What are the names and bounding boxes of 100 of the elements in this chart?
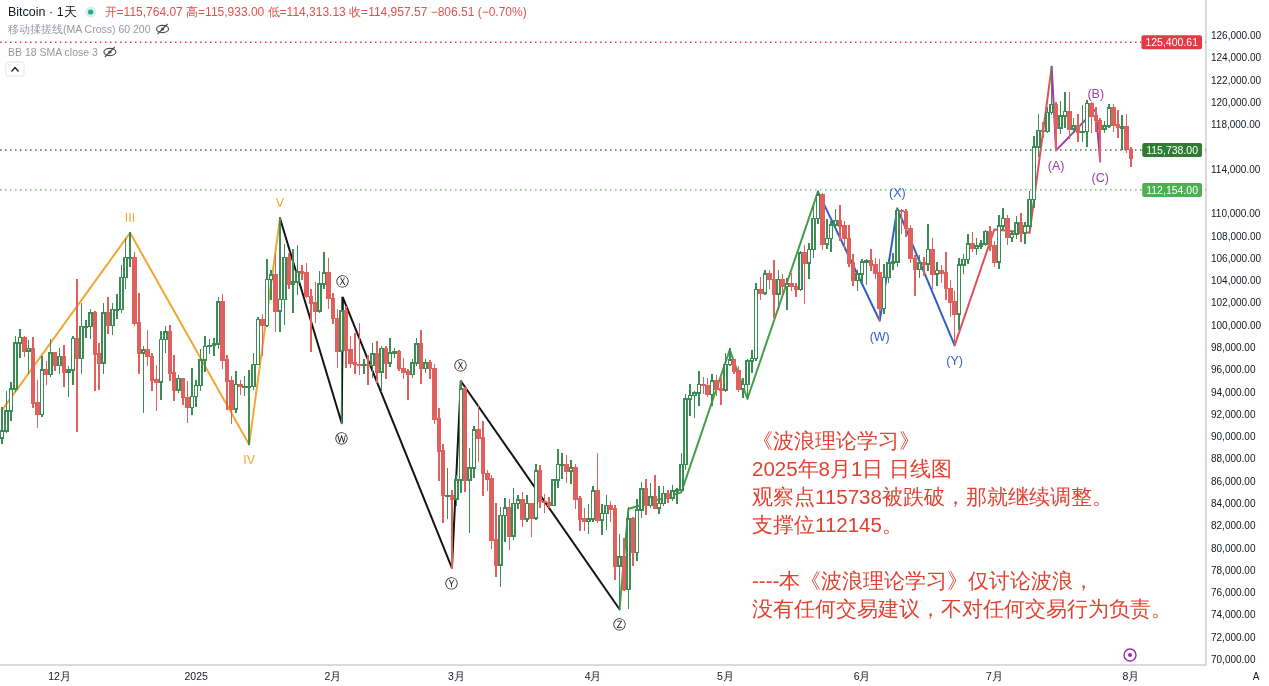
y-tick-label: 90,000.00 [1211, 431, 1256, 443]
x-tick-label: 2025 [184, 670, 209, 682]
candlestick [643, 479, 649, 516]
candlestick [956, 257, 962, 331]
candlestick [1075, 113, 1081, 143]
candlestick [79, 303, 84, 374]
candlestick [1084, 99, 1090, 147]
annotation: (A) [1047, 159, 1065, 174]
y-tick-label: 74,000.00 [1211, 609, 1256, 621]
candlestick [1089, 101, 1094, 134]
y-tick-label: 100,000.00 [1211, 319, 1262, 331]
y-tick-label: 120,000.00 [1211, 96, 1262, 108]
candlestick [101, 303, 106, 374]
y-tick-label: 122,000.00 [1211, 74, 1262, 86]
annotation: 观察点115738被跌破，那就继续调整。 [752, 485, 1113, 508]
annotation: Ⓦ [335, 432, 349, 447]
annotation: ----本《波浪理论学习》仅讨论波浪， [752, 569, 1095, 592]
candlestick [877, 258, 882, 322]
y-tick-label: 114,000.00 [1211, 163, 1261, 175]
x-tick-label: 5月 [716, 670, 734, 682]
candlestick [374, 341, 380, 383]
candlestick [612, 504, 618, 580]
x-tick-label: 2月 [324, 670, 342, 682]
candlestick [802, 245, 807, 304]
candlestick [57, 347, 62, 374]
candlestick [1067, 91, 1072, 139]
candlestick [917, 255, 922, 279]
x-tick-label: 6月 [853, 670, 871, 682]
annotation: 移动揉搓线(MA Cross) 60 200 [8, 23, 151, 35]
annotation: Ⓧ [454, 358, 468, 373]
y-tick-label: 98,000.00 [1211, 342, 1256, 354]
candlestick [511, 488, 516, 540]
ref-line-label: 112,154.00 [1146, 183, 1199, 196]
y-tick-label: 86,000.00 [1211, 475, 1256, 487]
candlestick [925, 224, 931, 272]
candlestick [449, 490, 455, 569]
ref-line-label: 115,738.00 [1146, 143, 1199, 156]
candlestick [533, 463, 539, 520]
candlestick [974, 237, 979, 255]
candlestick [44, 361, 49, 386]
candlestick [1040, 121, 1046, 138]
candlestick [709, 373, 715, 407]
annotation: Ⓩ [613, 618, 627, 633]
candlestick [189, 367, 195, 416]
candlestick [820, 193, 825, 251]
candlestick [264, 258, 270, 328]
y-tick-label: 78,000.00 [1211, 564, 1256, 576]
candlestick [22, 335, 27, 358]
candlestick [423, 359, 428, 373]
annotation: 支撑位112145。 [752, 513, 903, 536]
annotation: V [275, 196, 285, 211]
candlestick [365, 354, 371, 386]
candlestick [705, 377, 710, 398]
candlestick [286, 253, 292, 290]
y-tick-label: 102,000.00 [1211, 297, 1262, 309]
line-series [279, 217, 621, 611]
candlestick [568, 460, 574, 485]
candlestick [652, 474, 658, 509]
annotation: (W) [869, 329, 890, 344]
candlestick [524, 494, 530, 523]
annotation: 2025年8月1日 日线图 [752, 457, 953, 480]
candlestick [780, 274, 785, 298]
x-tick-label: 4月 [584, 670, 602, 682]
candlestick [656, 486, 662, 515]
candlestick [930, 237, 935, 290]
annotation: 没有任何交易建议，不对任何交易行为负责。 [752, 597, 1172, 620]
candlestick [273, 254, 278, 332]
x-tick-label: 3月 [447, 670, 465, 682]
candlestick [260, 314, 265, 357]
candlestick [1005, 215, 1010, 245]
candlestick [784, 277, 790, 311]
y-tick-label: 118,000.00 [1211, 119, 1261, 131]
y-tick-label: 108,000.00 [1211, 230, 1262, 242]
candlestick [141, 345, 146, 413]
candlestick [630, 517, 636, 566]
chart-title: Bitcoin · 1天 [8, 5, 77, 19]
annotation: IV [243, 453, 256, 468]
candlestick [277, 217, 283, 332]
candlestick [185, 381, 190, 423]
x-tick-label: 7月 [985, 670, 1003, 682]
candlestick [233, 371, 239, 413]
annotation: 开=115,764.07 高=115,933.00 低=114,313.13 收=114,957.57 −806.51 (−0.70%) [104, 5, 527, 19]
y-tick-label: 124,000.00 [1211, 52, 1262, 64]
y-tick-label: 80,000.00 [1211, 542, 1256, 554]
candlestick [648, 482, 653, 508]
candlestick [665, 490, 671, 504]
ref-line-label: 125,400.61 [1145, 36, 1199, 49]
y-tick-label: 70,000.00 [1211, 653, 1256, 665]
candlestick [983, 229, 988, 246]
candlestick [758, 276, 763, 301]
y-tick-label: 88,000.00 [1211, 453, 1256, 465]
candlestick [39, 355, 45, 418]
candlestick [899, 208, 904, 234]
candlestick [762, 269, 768, 295]
candlestick [776, 269, 781, 311]
candlestick [771, 259, 777, 319]
line-series [816, 190, 956, 347]
candlestick [176, 374, 181, 393]
annotation: Ⓨ [445, 577, 459, 592]
candlestick [621, 538, 627, 592]
